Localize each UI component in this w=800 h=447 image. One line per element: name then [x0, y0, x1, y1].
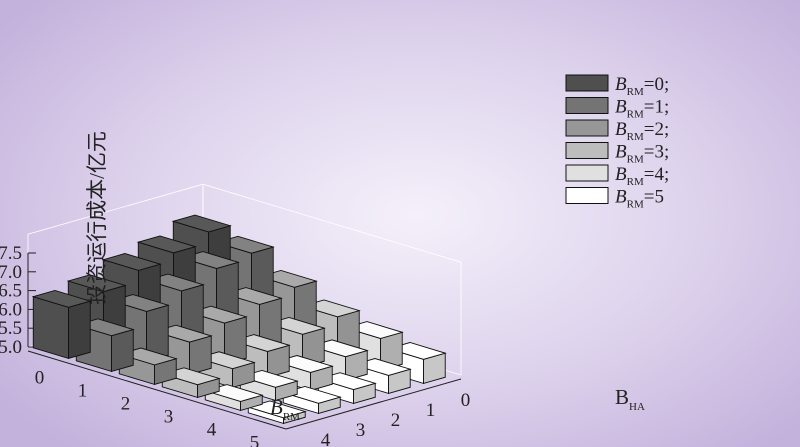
legend-label: BRM=5 — [615, 187, 664, 211]
legend-swatch — [565, 97, 609, 114]
legend-swatch — [565, 74, 609, 92]
legend-label: BRM=3; — [615, 142, 669, 166]
legend-swatch — [565, 187, 609, 204]
legend-swatch — [565, 119, 609, 137]
bar — [246, 400, 307, 425]
bha-axis-line — [285, 378, 462, 430]
legend-item: BRM=1; — [565, 97, 669, 121]
bha-tick-label: 0 — [461, 390, 471, 411]
brm-tick-label: 1 — [78, 381, 88, 402]
brm-tick-label: 2 — [121, 394, 131, 415]
y-tick-label: 7.5 — [0, 243, 22, 264]
bar — [152, 324, 213, 376]
legend-label: BRM=4; — [615, 164, 669, 188]
legend-item: BRM=2; — [565, 119, 669, 143]
bha-tick-label: 1 — [426, 400, 436, 421]
brm-tick-label: 5 — [250, 433, 260, 447]
legend-label: BRM=1; — [615, 97, 669, 121]
legend-swatch — [565, 164, 609, 182]
bha-axis: 4 3 2 1 0 — [285, 378, 471, 447]
legend-swatch — [565, 142, 609, 159]
bha-tick-label: 2 — [391, 410, 401, 431]
brm-axis-line — [27, 350, 287, 430]
y-tick-label: 7.0 — [0, 262, 22, 283]
y-axis: 5.05.56.06.57.07.5 — [0, 243, 36, 358]
bha-tick-label: 3 — [356, 420, 366, 441]
brm-tick-label: 3 — [164, 407, 174, 428]
legend-item: BRM=4; — [565, 164, 669, 188]
bha-tick-label: 4 — [321, 430, 331, 447]
bar — [31, 289, 92, 360]
legend-item: BRM=0; — [565, 74, 669, 98]
legend-item: BRM=3; — [565, 142, 669, 166]
y-axis-label: 投资运行成本/亿元 — [85, 131, 109, 305]
legend: BRM=0;BRM=1;BRM=2;BRM=3;BRM=4;BRM=5 — [565, 74, 669, 211]
y-tick-label: 6.0 — [0, 299, 22, 320]
legend-label: BRM=2; — [615, 119, 669, 143]
y-tick-label: 5.5 — [0, 318, 22, 339]
chart-bars — [31, 214, 447, 425]
brm-axis-label: BRM — [270, 395, 300, 423]
y-tick-label: 6.5 — [0, 281, 22, 302]
bha-axis-label: BHA — [615, 385, 645, 413]
legend-label: BRM=0; — [615, 74, 669, 98]
legend-item: BRM=5 — [565, 187, 664, 211]
brm-tick-label: 0 — [35, 368, 45, 389]
brm-tick-label: 4 — [207, 420, 217, 441]
y-tick-label: 5.0 — [0, 337, 22, 358]
brm-axis: 0 1 2 3 4 5 — [27, 350, 287, 447]
